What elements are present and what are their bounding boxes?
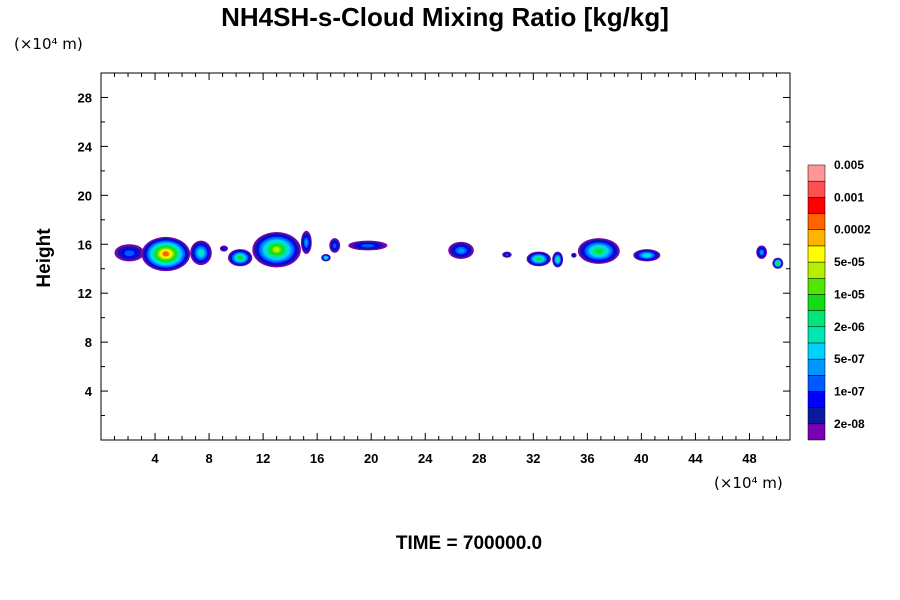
plot-frame	[100, 72, 791, 441]
colorbar-label: 1e-05	[834, 287, 865, 301]
y-tick-label: 4	[85, 384, 93, 399]
cloud-blob	[633, 249, 661, 262]
cloud-blob	[772, 257, 784, 269]
cloud-level	[332, 243, 337, 249]
cloud-blob	[577, 238, 620, 264]
y-tick-label: 24	[78, 139, 93, 154]
cloud-level	[572, 254, 576, 257]
cloud-blob	[321, 254, 331, 262]
cloud-blob	[227, 249, 253, 267]
colorbar-swatch	[807, 277, 826, 295]
y-tick-label: 16	[78, 237, 92, 252]
cloud-level	[304, 239, 308, 246]
colorbar-swatch	[807, 342, 826, 360]
x-tick-label: 20	[364, 451, 378, 466]
colorbar-label: 1e-07	[834, 384, 865, 398]
y-tick-label: 12	[78, 286, 92, 301]
cloud-level	[556, 258, 559, 261]
colorbar-swatch	[807, 294, 826, 311]
y-axis-label: Height	[34, 228, 55, 288]
x-tick-label: 24	[418, 451, 433, 466]
colorbar-label: 5e-05	[834, 255, 865, 269]
cloud-blob	[571, 252, 577, 258]
cloud-blob	[190, 240, 212, 266]
colorbar-swatch	[807, 213, 826, 230]
cloud-blob	[114, 244, 145, 262]
colorbar-swatch	[807, 310, 826, 328]
y-tick-label: 20	[78, 188, 92, 203]
x-tick-label: 44	[688, 451, 703, 466]
cloud-blob	[219, 245, 228, 252]
x-tick-label: 48	[742, 451, 756, 466]
colorbar-swatch	[807, 245, 826, 263]
cloud-level	[505, 253, 509, 256]
colorbar-swatch	[807, 164, 826, 182]
x-axis-unit: (×10⁴ m)	[714, 474, 783, 492]
y-tick-labels: 4 8 12 16 20 24 28	[78, 90, 93, 399]
cloud-blob	[526, 251, 551, 267]
cloud-level	[595, 248, 603, 253]
x-tick-label: 28	[472, 451, 486, 466]
x-tick-label: 12	[256, 451, 270, 466]
y-axis-unit: (×10⁴ m)	[14, 35, 83, 53]
colorbar-label: 5e-07	[834, 352, 865, 366]
cloud-level	[222, 247, 226, 251]
cloud-blob	[348, 240, 388, 251]
cloud-blob	[448, 241, 474, 259]
cloud-blob	[300, 230, 312, 255]
cloud-level	[457, 248, 465, 253]
cloud-blob	[329, 238, 341, 253]
colorbar-label: 2e-08	[834, 417, 865, 431]
cloud-field	[114, 230, 784, 272]
x-tick-label: 4	[151, 451, 159, 466]
chart-title: NH4SH-s-Cloud Mixing Ratio [kg/kg]	[221, 2, 669, 32]
cloud-level	[536, 257, 541, 261]
cloud-blob	[502, 251, 512, 258]
colorbar-swatch	[807, 326, 826, 344]
x-tick-labels: 4 8 12 16 20 24 28 32 36 40 44 48	[151, 451, 756, 466]
y-tick-label: 8	[85, 335, 92, 350]
x-tick-label: 36	[580, 451, 594, 466]
colorbar-swatch	[807, 375, 826, 392]
cloud-level	[238, 256, 243, 260]
cloud-blob	[252, 232, 301, 268]
cloud-level	[198, 250, 204, 256]
x-tick-label: 40	[634, 451, 648, 466]
axis-ticks	[101, 73, 790, 440]
y-tick-label: 28	[78, 90, 92, 105]
cloud-blob	[756, 245, 768, 259]
colorbar-label: 0.005	[834, 158, 864, 172]
x-tick-label: 16	[310, 451, 324, 466]
cloud-level	[325, 257, 327, 259]
colorbar-swatch	[807, 229, 826, 247]
colorbar-swatch	[807, 180, 826, 198]
cloud-level	[273, 246, 280, 253]
time-label: TIME = 700000.0	[396, 533, 542, 554]
colorbar-swatch	[807, 391, 826, 408]
cloud-blob	[141, 236, 191, 272]
colorbar-swatch	[807, 261, 826, 279]
colorbar-label: 2e-06	[834, 320, 865, 334]
colorbar-label: 0.0002	[834, 223, 871, 237]
cloud-level	[644, 254, 650, 257]
cloud-level	[777, 262, 779, 265]
colorbar-swatch	[807, 423, 826, 441]
colorbar-swatch	[807, 407, 826, 425]
x-tick-label: 32	[526, 451, 540, 466]
colorbar: 2e-08 1e-07 5e-07 2e-06 1e-05 5e-05 0.0002 0.00…	[807, 158, 871, 441]
cloud-level	[760, 250, 764, 255]
colorbar-swatch	[807, 358, 826, 376]
cloud-blob	[552, 251, 564, 268]
colorbar-swatch	[807, 197, 826, 214]
x-tick-label: 8	[205, 451, 212, 466]
colorbar-label: 0.001	[834, 190, 864, 204]
cloud-level	[124, 250, 135, 257]
cloud-level	[162, 251, 169, 257]
cloud-level	[361, 244, 375, 248]
